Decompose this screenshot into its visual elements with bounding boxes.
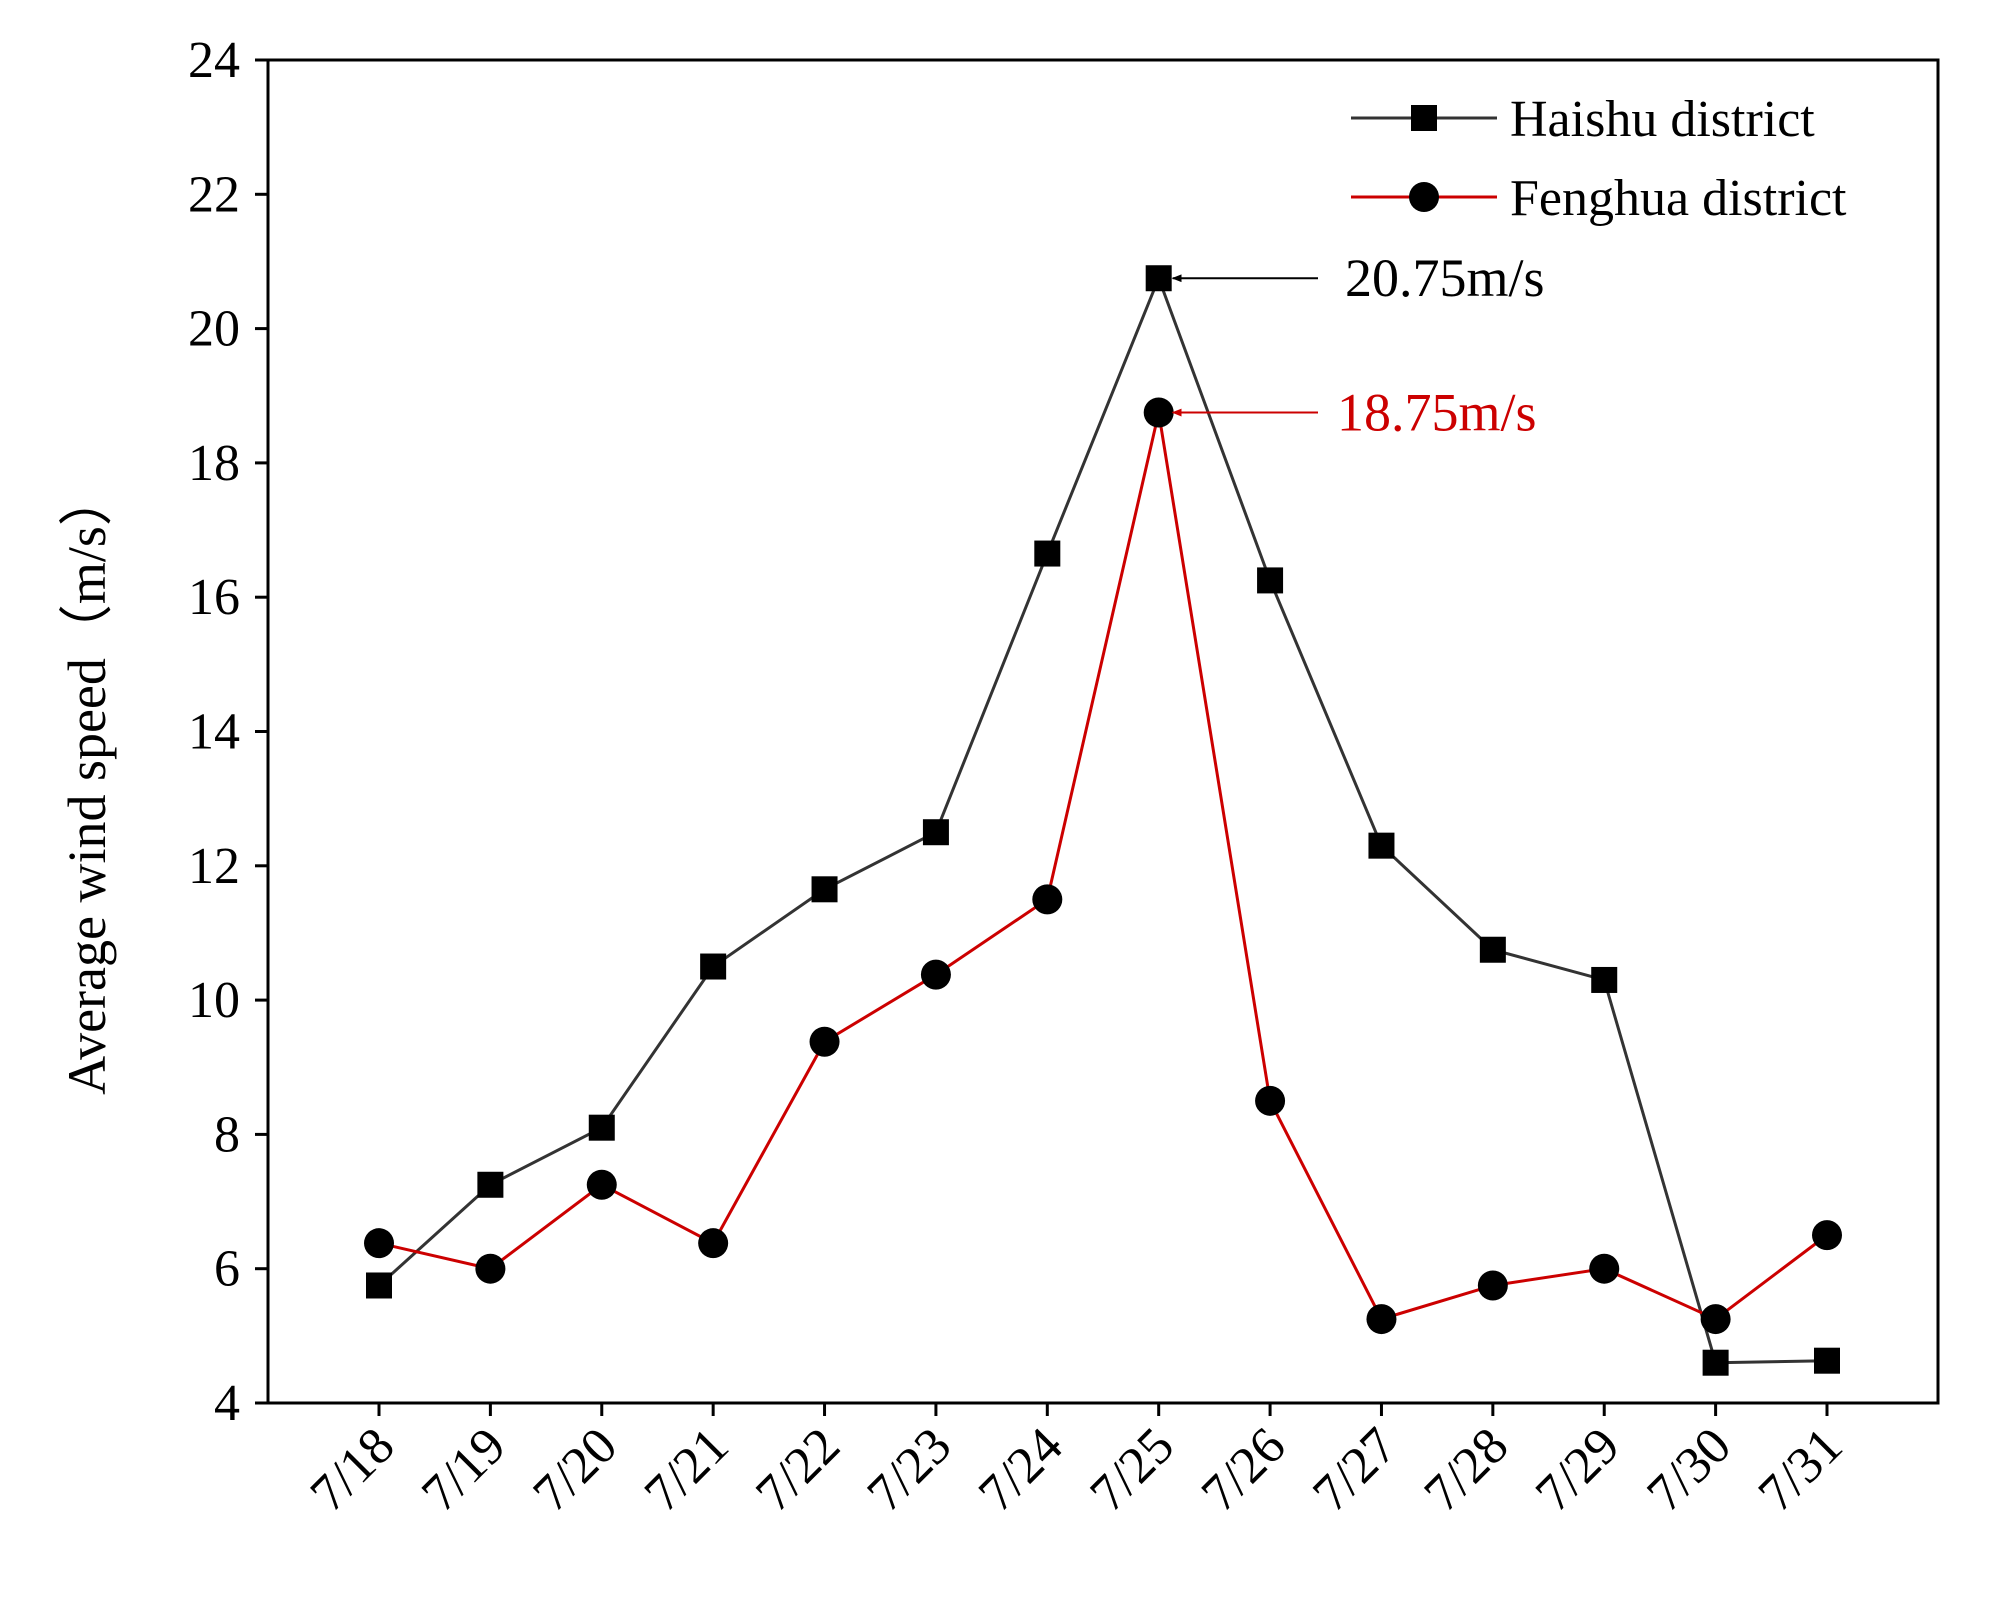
data-point [920,959,951,990]
data-point [586,1169,617,1200]
data-point [1812,1220,1842,1251]
data-point [1591,966,1618,993]
y-tick-label: 4 [214,1375,240,1432]
data-point [1143,397,1174,428]
x-axis: 7/18 7/19 7/20 7/21 7/22 7/23 7/24 7/25 7/26 7/27… [300,1403,1854,1523]
data-point [922,819,949,846]
legend-label: Haishu district [1510,91,1815,148]
data-point [1145,265,1172,292]
y-tick-label: 20 [188,301,240,358]
x-tick-label: 7/31 [1748,1417,1854,1523]
legend-item: Haishu district [1351,91,1815,148]
data-point [1034,540,1061,567]
data-point [1702,1349,1729,1376]
data-point [475,1253,506,1284]
data-point [809,1026,840,1057]
y-tick-label: 22 [188,166,240,223]
y-tick-label: 24 [188,32,240,89]
x-tick-label: 7/30 [1636,1417,1742,1523]
data-point [811,876,838,903]
y-tick-label: 8 [214,1106,240,1163]
data-point [364,1228,394,1259]
y-tick-label: 6 [214,1241,240,1298]
legend-item: Fenghua district [1351,170,1847,227]
legend: Haishu district Fenghua district [1351,91,1847,227]
annotation: 20.75m/s [1171,248,1545,308]
series-line [378,412,1828,1321]
plot-frame [266,58,1940,1405]
data-point [477,1171,504,1198]
data-point [588,1114,615,1141]
series-1 [366,265,1840,1376]
data-point [698,1228,729,1259]
y-tick-label: 14 [188,704,240,761]
y-axis-label: Average wind speed（m/s） [57,472,117,1095]
y-tick-label: 18 [188,435,240,492]
y-tick-label: 12 [188,838,240,895]
data-point [700,953,727,980]
x-tick-label: 7/20 [523,1417,629,1523]
annotations: 20.75m/s 18.75m/s [1171,248,1545,443]
data-point [366,1272,392,1299]
data-point [1032,884,1063,915]
x-tick-label: 7/23 [857,1417,963,1523]
data-point [1477,1270,1508,1301]
data-point [1589,1253,1620,1284]
x-tick-label: 7/28 [1414,1417,1520,1523]
x-tick-label: 7/21 [634,1417,740,1523]
x-tick-label: 7/22 [745,1417,851,1523]
data-point [1479,936,1506,963]
data-point [1255,1085,1286,1116]
y-tick-label: 10 [188,972,240,1029]
annotation: 18.75m/s [1171,383,1537,443]
plot-area [364,265,1842,1376]
y-tick-label: 16 [188,569,240,626]
data-point [1366,1304,1397,1335]
x-tick-label: 7/27 [1302,1417,1408,1523]
x-tick-label: 7/18 [300,1417,406,1523]
legend-marker [1411,105,1437,131]
x-tick-label: 7/29 [1525,1417,1631,1523]
data-point [1814,1347,1840,1374]
data-point [1257,567,1284,594]
legend-label: Fenghua district [1510,170,1847,227]
series-2 [364,397,1842,1335]
x-tick-label: 7/25 [1079,1417,1185,1523]
annotation-label: 20.75m/s [1345,248,1545,308]
x-tick-label: 7/19 [411,1417,517,1523]
x-tick-label: 7/26 [1191,1417,1297,1523]
legend-marker [1409,182,1439,212]
x-tick-label: 7/24 [968,1417,1074,1523]
y-axis: 4 6 8 10 12 14 16 18 20 22 24 [188,32,268,1432]
data-point [1368,832,1395,859]
annotation-label: 18.75m/s [1337,383,1537,443]
data-point [1700,1304,1731,1335]
series-line [377,274,1828,1365]
